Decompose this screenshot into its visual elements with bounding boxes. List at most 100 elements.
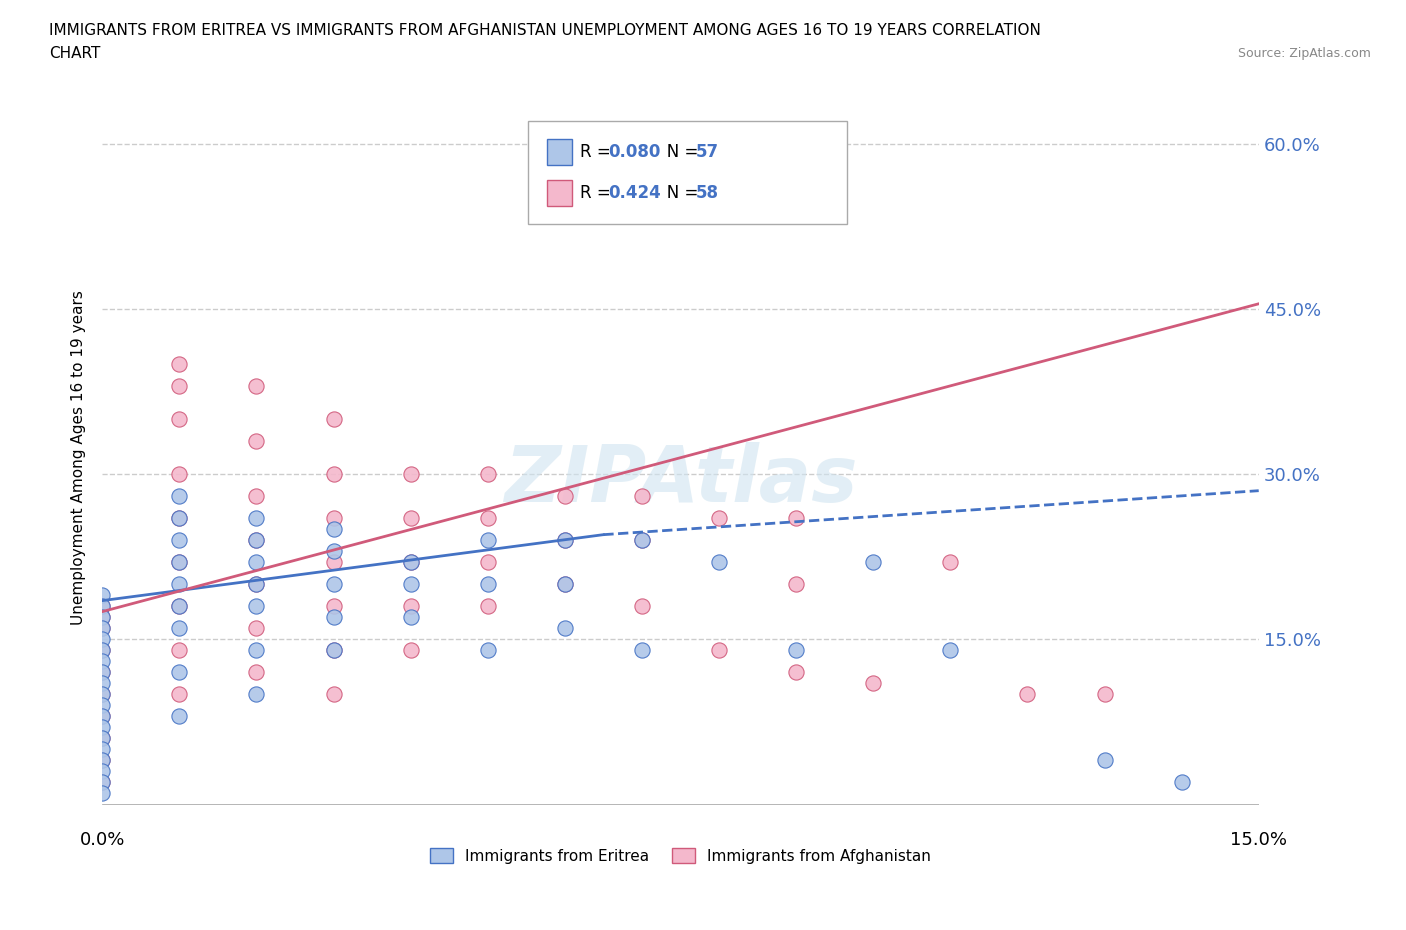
Point: [554, 489, 576, 504]
Point: [245, 489, 267, 504]
Point: [169, 357, 191, 372]
Point: [862, 676, 884, 691]
Point: [554, 620, 576, 635]
Point: [91, 752, 114, 767]
Point: [91, 709, 114, 724]
Point: [862, 554, 884, 569]
Point: [939, 643, 962, 658]
Point: [399, 467, 422, 482]
Point: [245, 599, 267, 614]
Point: [91, 731, 114, 746]
Point: [707, 192, 730, 206]
Point: [91, 665, 114, 680]
Point: [477, 533, 499, 548]
Point: [91, 720, 114, 735]
Text: 0.080: 0.080: [609, 143, 661, 161]
Point: [631, 599, 654, 614]
Point: [91, 599, 114, 614]
Point: [399, 643, 422, 658]
Point: [169, 467, 191, 482]
Point: [245, 577, 267, 591]
Point: [1170, 775, 1192, 790]
Point: [322, 554, 344, 569]
Point: [477, 577, 499, 591]
Point: [245, 577, 267, 591]
Point: [785, 577, 807, 591]
Point: [554, 577, 576, 591]
Point: [91, 643, 114, 658]
Point: [322, 467, 344, 482]
Point: [169, 511, 191, 525]
Point: [91, 599, 114, 614]
Point: [554, 533, 576, 548]
Point: [91, 620, 114, 635]
Point: [245, 533, 267, 548]
Text: R =: R =: [581, 143, 616, 161]
Point: [245, 554, 267, 569]
Point: [785, 511, 807, 525]
Point: [631, 533, 654, 548]
Point: [91, 665, 114, 680]
Point: [91, 709, 114, 724]
Point: [245, 665, 267, 680]
Point: [91, 764, 114, 778]
Point: [245, 620, 267, 635]
Point: [91, 698, 114, 712]
Point: [91, 731, 114, 746]
Point: [91, 610, 114, 625]
Point: [631, 489, 654, 504]
Point: [91, 610, 114, 625]
Point: [477, 554, 499, 569]
Point: [322, 686, 344, 701]
Point: [169, 709, 191, 724]
Point: [477, 467, 499, 482]
Point: [1017, 686, 1039, 701]
Point: [169, 533, 191, 548]
Point: [785, 665, 807, 680]
Point: [169, 599, 191, 614]
Point: [477, 599, 499, 614]
Point: [245, 686, 267, 701]
Point: [91, 620, 114, 635]
Point: [169, 686, 191, 701]
Point: [91, 654, 114, 669]
Point: [91, 631, 114, 646]
Point: [169, 554, 191, 569]
Text: IMMIGRANTS FROM ERITREA VS IMMIGRANTS FROM AFGHANISTAN UNEMPLOYMENT AMONG AGES 1: IMMIGRANTS FROM ERITREA VS IMMIGRANTS FR…: [49, 23, 1040, 38]
Point: [91, 676, 114, 691]
Point: [91, 786, 114, 801]
Point: [245, 379, 267, 393]
Text: Source: ZipAtlas.com: Source: ZipAtlas.com: [1237, 46, 1371, 60]
Point: [169, 620, 191, 635]
Point: [91, 775, 114, 790]
Point: [91, 752, 114, 767]
Point: [399, 554, 422, 569]
Point: [322, 412, 344, 427]
Point: [399, 511, 422, 525]
Point: [631, 533, 654, 548]
Point: [169, 412, 191, 427]
Point: [91, 741, 114, 756]
Point: [169, 599, 191, 614]
Point: [245, 511, 267, 525]
Point: [939, 554, 962, 569]
Point: [245, 643, 267, 658]
Point: [91, 643, 114, 658]
Legend: Immigrants from Eritrea, Immigrants from Afghanistan: Immigrants from Eritrea, Immigrants from…: [423, 842, 938, 870]
Point: [322, 522, 344, 537]
Point: [245, 433, 267, 448]
Point: [322, 577, 344, 591]
Point: [477, 511, 499, 525]
Point: [322, 599, 344, 614]
Text: R =: R =: [581, 184, 616, 202]
Point: [631, 643, 654, 658]
Point: [554, 577, 576, 591]
Text: ZIPAtlas: ZIPAtlas: [503, 442, 858, 518]
Point: [91, 686, 114, 701]
Point: [477, 643, 499, 658]
Point: [707, 643, 730, 658]
Point: [245, 533, 267, 548]
Point: [554, 533, 576, 548]
Point: [169, 643, 191, 658]
Point: [322, 610, 344, 625]
